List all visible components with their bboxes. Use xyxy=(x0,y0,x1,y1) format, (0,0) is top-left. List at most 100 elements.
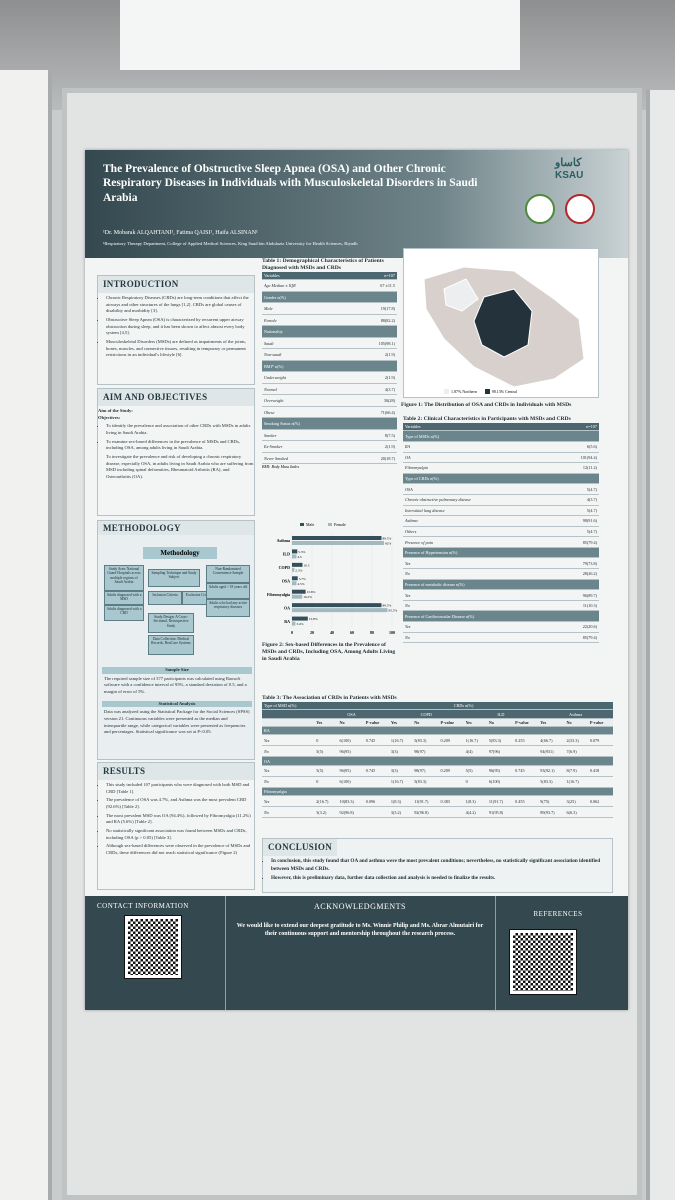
cell: Non-saudi xyxy=(262,348,348,361)
row: Obese 71(66.4) xyxy=(262,406,397,419)
cell: 85(79.4) xyxy=(554,632,599,644)
x-tick-label: 60 xyxy=(350,630,354,635)
row: RA 6(5.6) xyxy=(403,441,599,453)
left-poster xyxy=(0,70,52,1200)
cell: 92(96.8) xyxy=(337,806,364,819)
x-tick-label: 40 xyxy=(330,630,334,635)
method-box: Study Design: A Cross-Sectional, Retrosp… xyxy=(148,613,194,633)
bar xyxy=(292,594,303,599)
cell: 0.745 xyxy=(513,765,539,777)
row: BMI* n(%) xyxy=(262,360,397,373)
cell: Smoker xyxy=(262,429,348,442)
cell: 92(96.8) xyxy=(412,806,439,819)
cell: 88(82.2) xyxy=(347,314,397,327)
bullet: The most prevalent MSD was OA (94.4%), f… xyxy=(106,813,254,826)
cell: 5(83.3) xyxy=(412,734,439,747)
row: Chronic obstructive pulmonary disease 4(3… xyxy=(403,494,599,506)
cell: 71(66.4) xyxy=(347,406,397,419)
method-box: Adults diagnosed with a MSD xyxy=(104,591,144,605)
methodology: METHODOLOGY Methodology Study Area: Nation… xyxy=(97,520,255,760)
cell: Never Smoked xyxy=(262,452,348,465)
authors: ¹Dr. Mobarak ALQAHTANI¹, Fatima QAISI¹, … xyxy=(103,230,258,236)
header: The Prevalence of Obstructive Sleep Apne… xyxy=(85,150,628,258)
row: Overweight 30(28) xyxy=(262,394,397,407)
figure2-caption: Figure 2: Sex-based Differences in the P… xyxy=(262,642,397,672)
section-title: INTRODUCTION xyxy=(98,276,254,294)
affiliation: ¹Respiratory Therapy Department, College… xyxy=(103,241,358,246)
cell xyxy=(438,745,464,758)
row: Saudi 105(98.1) xyxy=(262,337,397,350)
cell: 1(16.7) xyxy=(388,776,413,788)
map-legend: 1.87% Northern 98.13% Central xyxy=(444,389,517,394)
cell: 96(95) xyxy=(337,745,364,758)
cell: 0.455 xyxy=(513,795,539,808)
cell: 5(4.7) xyxy=(554,483,599,495)
cell xyxy=(513,776,539,788)
cell: Presence of pain xyxy=(403,536,555,548)
bar xyxy=(292,549,298,554)
bar xyxy=(292,608,388,613)
value-label: 89.5% xyxy=(383,537,392,541)
cell: 4(3.7) xyxy=(554,494,599,506)
section-cell: Gender n(%) xyxy=(262,291,397,304)
cell: Asthma xyxy=(403,515,555,527)
row: Underweight 2(1.9) xyxy=(262,371,397,384)
cell: 19(17.8) xyxy=(347,302,397,315)
cell: 79(73.8) xyxy=(554,557,599,570)
logo: KSAU xyxy=(555,170,584,181)
cell: Chronic obstructive pulmonary disease xyxy=(403,494,555,506)
cell: No xyxy=(486,718,514,728)
row: OA xyxy=(262,756,613,766)
cell: 6(100) xyxy=(486,776,514,788)
cell: No xyxy=(564,718,588,728)
row: Type of CRDs n(%) xyxy=(403,473,599,485)
cell: 1(16.7) xyxy=(463,734,487,747)
cell: Normal xyxy=(262,383,348,396)
header-cell: COPD xyxy=(388,709,464,719)
cell: 2(1.9) xyxy=(347,440,397,453)
cell: 5(83.3) xyxy=(412,776,439,788)
cell: 0.255 xyxy=(513,734,539,747)
cell: 5(4.7) xyxy=(554,526,599,538)
cell: Yes xyxy=(538,718,565,728)
cell: 3(3) xyxy=(388,745,413,758)
figure2: 0 20 40 60 80 100 Male Female Asthma 89.5% 92% ILD 5… xyxy=(260,520,400,640)
cell: OSA xyxy=(403,483,555,495)
y-tick-label: COPD xyxy=(279,565,290,570)
header-cell: Variables xyxy=(403,422,555,432)
method-box: Inclusion Criteria xyxy=(148,591,182,605)
cell: 0.079 xyxy=(587,734,613,747)
cell xyxy=(363,745,389,758)
cell xyxy=(587,745,613,758)
row: Age Median ± IQR 67 ±11.5 xyxy=(262,279,397,292)
bar xyxy=(292,562,303,567)
cell: No xyxy=(403,568,555,580)
cell: 96(95) xyxy=(337,765,364,777)
cell: Yes xyxy=(262,795,315,808)
cell xyxy=(438,776,464,788)
cell: 12(11.2) xyxy=(554,462,599,474)
row: Others 5(4.7) xyxy=(403,526,599,538)
cell: 11(91.7) xyxy=(412,795,439,808)
row: Female 88(82.2) xyxy=(262,314,397,327)
section-cell: BMI* n(%) xyxy=(262,360,397,373)
bullet: This study included 107 participants who… xyxy=(106,782,254,795)
table: Variables n=107 Type of MSDs n(%) RA 6(5.6) O… xyxy=(403,422,599,644)
cell: 0.418 xyxy=(587,765,613,777)
cell: 96(89.7) xyxy=(554,589,599,601)
bar xyxy=(292,576,298,581)
cell: 0 xyxy=(463,776,487,788)
results: RESULTSThis study included 107 participa… xyxy=(97,762,255,890)
cell: 28(26.2) xyxy=(554,568,599,580)
cell: Female xyxy=(262,314,348,327)
x-tick-label: 100 xyxy=(389,630,395,635)
value-label: 13.6% xyxy=(307,590,316,594)
row: Ex-Smoker 2(1.9) xyxy=(262,440,397,453)
bar xyxy=(292,589,306,594)
row: Asthma 98(91.6) xyxy=(403,515,599,527)
value-label: 2.3% xyxy=(295,568,302,572)
row: OA 101(94.4) xyxy=(403,452,599,464)
cell: 4(3.7) xyxy=(347,383,397,396)
cell: OA xyxy=(403,452,555,464)
